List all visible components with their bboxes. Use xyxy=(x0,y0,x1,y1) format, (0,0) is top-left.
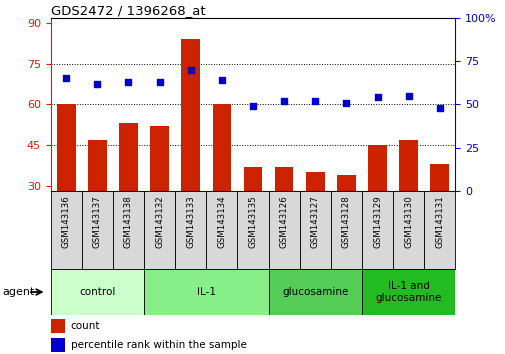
Text: GSM143134: GSM143134 xyxy=(217,195,226,248)
Bar xyxy=(50,319,65,333)
Bar xyxy=(212,104,231,267)
Bar xyxy=(243,167,262,267)
Point xyxy=(342,100,350,105)
Text: GSM143136: GSM143136 xyxy=(62,195,71,248)
Bar xyxy=(268,269,361,315)
Point xyxy=(62,76,70,81)
Text: GSM143133: GSM143133 xyxy=(186,195,195,248)
Bar xyxy=(206,191,237,269)
Bar xyxy=(330,191,361,269)
Point xyxy=(186,67,194,73)
Bar xyxy=(57,104,75,267)
Bar xyxy=(82,191,113,269)
Text: count: count xyxy=(71,321,100,331)
Bar xyxy=(144,269,268,315)
Bar xyxy=(181,39,199,267)
Bar xyxy=(299,191,330,269)
Bar xyxy=(306,172,324,267)
Point xyxy=(155,79,163,85)
Bar xyxy=(392,191,423,269)
Bar xyxy=(274,167,293,267)
Bar xyxy=(398,140,417,267)
Text: IL-1 and
glucosamine: IL-1 and glucosamine xyxy=(375,281,441,303)
Text: GSM143129: GSM143129 xyxy=(372,195,381,248)
Text: GSM143126: GSM143126 xyxy=(279,195,288,248)
Bar xyxy=(336,175,355,267)
Bar xyxy=(144,191,175,269)
Text: IL-1: IL-1 xyxy=(196,287,215,297)
Point xyxy=(93,81,101,86)
Bar xyxy=(50,191,82,269)
Point xyxy=(124,79,132,85)
Text: GSM143132: GSM143132 xyxy=(155,195,164,248)
Bar xyxy=(50,269,144,315)
Bar xyxy=(119,124,137,267)
Bar xyxy=(237,191,268,269)
Text: GSM143138: GSM143138 xyxy=(124,195,133,248)
Text: GDS2472 / 1396268_at: GDS2472 / 1396268_at xyxy=(50,4,205,17)
Bar xyxy=(175,191,206,269)
Point xyxy=(311,98,319,104)
Text: glucosamine: glucosamine xyxy=(281,287,348,297)
Text: GSM143130: GSM143130 xyxy=(403,195,413,248)
Text: GSM143137: GSM143137 xyxy=(92,195,102,248)
Point xyxy=(404,93,412,98)
Bar xyxy=(423,191,454,269)
Text: agent: agent xyxy=(3,287,35,297)
Bar xyxy=(50,338,65,352)
Text: GSM143131: GSM143131 xyxy=(434,195,443,248)
Text: percentile rank within the sample: percentile rank within the sample xyxy=(71,341,246,350)
Bar xyxy=(430,164,448,267)
Text: GSM143135: GSM143135 xyxy=(248,195,257,248)
Point xyxy=(217,77,225,83)
Bar xyxy=(361,191,392,269)
Point xyxy=(248,103,257,109)
Bar xyxy=(113,191,144,269)
Point xyxy=(373,95,381,100)
Text: GSM143127: GSM143127 xyxy=(310,195,319,248)
Bar xyxy=(361,269,454,315)
Bar xyxy=(150,126,169,267)
Point xyxy=(280,98,288,104)
Text: control: control xyxy=(79,287,115,297)
Text: GSM143128: GSM143128 xyxy=(341,195,350,248)
Bar xyxy=(88,140,107,267)
Bar xyxy=(368,145,386,267)
Point xyxy=(435,105,443,111)
Bar xyxy=(268,191,299,269)
